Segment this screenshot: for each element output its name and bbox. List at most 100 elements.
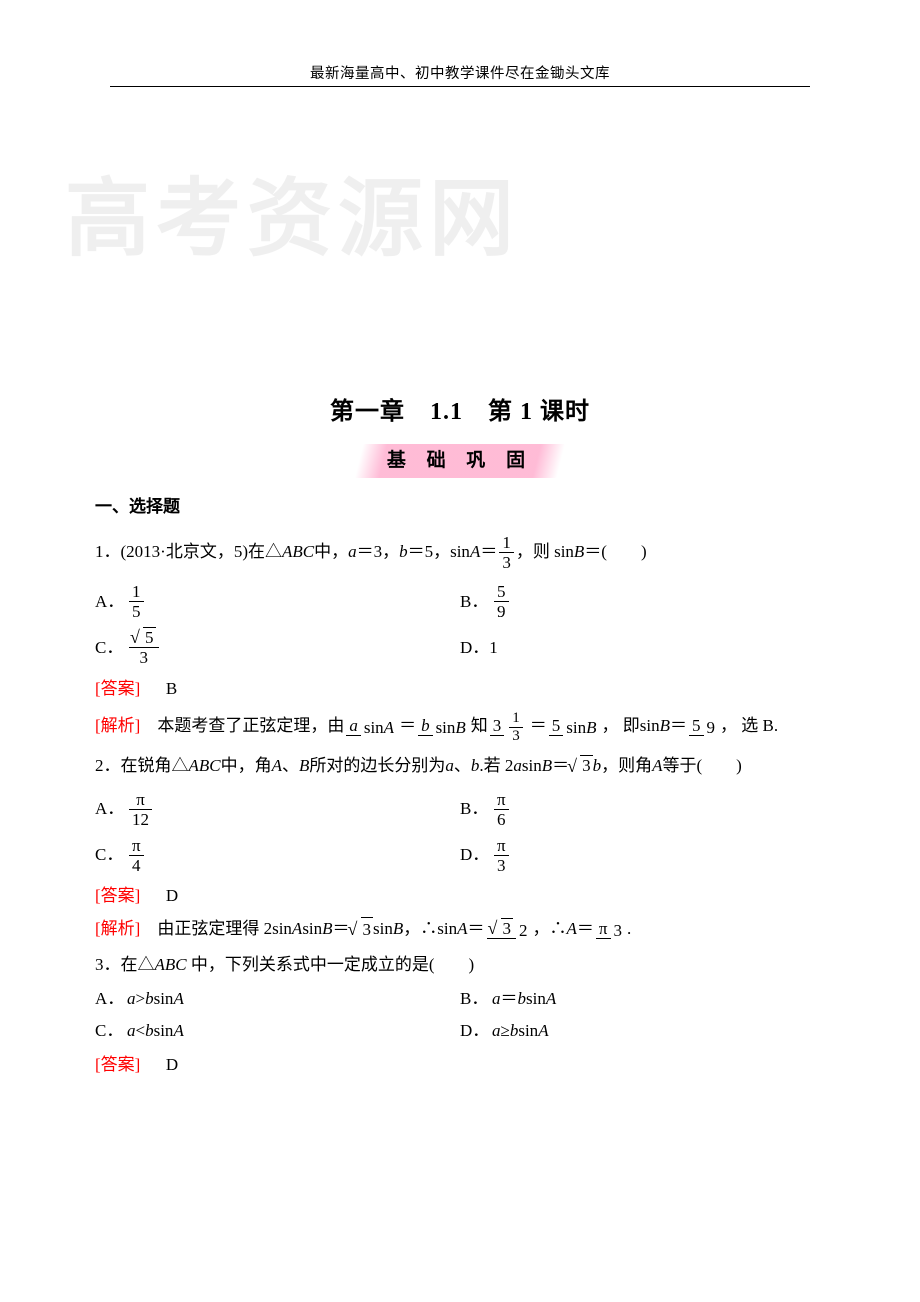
q2-expl-frac1-den: 2 [516,921,531,939]
q1-A: A [470,540,480,565]
q1-opt-b-den: 9 [494,602,509,620]
q2-opt-c-den: 4 [129,856,144,874]
q3-prefix: 3．在△ [95,955,155,974]
q3-opt-c-lt: < [136,1019,146,1044]
q2-expl-t4: . [627,917,631,942]
q1-expl-sinB2: sinB [563,718,599,736]
q2-opt-a-num: π [129,791,152,810]
q2-opt-d-label: D． [460,843,492,868]
q2-mid4: 、 [454,754,471,779]
q1-opt-c-frac: 5 3 [129,629,159,666]
q2-A: A [272,754,282,779]
q1-expl-frac4: 5 sinB [549,717,600,736]
q1-mid1: 中， [314,540,348,565]
q2-tail: 等于( ) [663,754,742,779]
q2-b: b [471,754,480,779]
q2-opt-a-frac: π 12 [129,791,152,828]
q2-expl-t2: ，∴sin [403,917,457,942]
q1-stem: 1．(2013·北京文，5)在△ ABC 中， a ＝3， b ＝5，sin A… [95,534,825,571]
q2-explanation: [解析] 由正弦定理得 2sin A sinB ＝ 3 sinB ，∴sin A… [95,917,825,943]
q1-answer: B [166,679,177,698]
q1-frac-1-3: 1 3 [499,534,514,571]
q2-expl-rad2: 3 [501,918,514,938]
header-rule [110,86,810,87]
q1-opt-a-den: 5 [129,602,144,620]
q2-A2: A [652,754,662,779]
q3-opt-a-a: a [127,987,136,1012]
q2-bb: b [593,754,602,779]
q1-tail: ＝( ) [584,540,646,565]
q2-expl-sqrt1: 3 [350,917,374,943]
explain-label: [解析] [95,917,140,942]
q1-expl-b: b [418,717,433,736]
q2-opt-a: A． π 12 [95,786,460,832]
q1-answer-row: [答案] B [95,677,825,702]
q2-opt-b-frac: π 6 [494,791,509,828]
q2-expl-sinB: sinB [302,917,332,942]
q1-expl-13: 1 3 [504,710,528,744]
q1-expl-nested: 1 3 [509,711,523,744]
q2-expl-A2: A [457,917,467,942]
q3-opt-d-sinA: sinA [518,1019,548,1044]
q2-opt-b-den: 6 [494,810,509,828]
q1-expl-59n: 5 [689,717,704,736]
q3-opt-a-label: A． [95,987,127,1012]
q1-expl-59d: 9 [704,718,719,736]
q1-frac-num: 1 [499,534,514,553]
q3-answer-row: [答案] D [95,1053,825,1078]
content: 第一章 1.1 第 1 课时 基 础 巩 固 一、选择题 1．(2013·北京文… [95,395,825,1084]
q3-options: A． a > b sinA B． a ＝ b sinA C． a < b sin… [95,983,825,1047]
q2-opt-b: B． π 6 [460,786,825,832]
q2-answer: D [166,886,178,905]
q1-a: a [348,540,357,565]
q1-options: A． 1 5 B． 5 9 C． 5 3 [95,579,825,671]
q2-prefix: 2．在锐角△ [95,754,189,779]
q2-a2: a [513,754,522,779]
q3-opt-c-b: b [145,1019,154,1044]
q1-expl-sinA: sinA [361,718,397,736]
q2-opt-b-num: π [494,791,509,810]
q3-opt-b-sinA: sinA [526,987,556,1012]
q1-B: B [574,540,584,565]
q1-expl-frac3: 3 1 3 [490,710,528,744]
q1-prefix: 1．(2013·北京文，5)在△ [95,540,282,565]
q1-expl-eq1: ＝ [399,714,416,739]
q3-answer: D [166,1055,178,1074]
q3-opt-d: D． a ≥ b sinA [460,1015,825,1047]
q2-expl-rad1: 3 [361,917,374,943]
q2-B: B [299,754,309,779]
q1-expl-sinBlhs: sinB [640,714,670,739]
q2-expl-A3: A [567,917,577,942]
q1-expl-n1: 1 [509,711,523,728]
watermark-text: 高考资源网 [65,173,520,267]
q3-opt-b-a: a [492,987,501,1012]
q2-opt-d-num: π [494,837,509,856]
q3-opt-c-label: C． [95,1019,127,1044]
q1-expl-t3: ， 即 [602,714,640,739]
q3-tri: ABC [155,955,187,974]
page-header: 最新海量高中、初中教学课件尽在金锄头文库 [120,62,800,83]
q1-expl-5: 5 [549,717,564,736]
q3-opt-b: B． a ＝ b sinA [460,983,825,1015]
q2-expl-frac1-num: 3 [487,920,517,939]
q1-opt-b-num: 5 [494,583,509,602]
q1-eq1: ＝3， [357,540,400,565]
section-heading: 一、选择题 [95,495,825,520]
q1-expl-sinB: sinB [433,718,469,736]
section-banner: 基 础 巩 固 [359,444,561,478]
q2-opt-d-den: 3 [494,856,509,874]
q2-tri: ABC [189,754,221,779]
q2-stem: 2．在锐角△ ABC 中，角 A 、 B 所对的边长分别为 a 、 b .若 2… [95,754,825,779]
q3-opt-a: A． a > b sinA [95,983,460,1015]
q1-opt-d-label: D．1 [460,636,498,661]
q1-expl-frac5: 5 9 [689,717,718,736]
q1-opt-c: C． 5 3 [95,625,460,671]
watermark: 高考资源网 [65,150,435,320]
q1-opt-b-frac: 5 9 [494,583,509,620]
q2-opt-d-frac: π 3 [494,837,509,874]
page: 最新海量高中、初中教学课件尽在金锄头文库 高考资源网 第一章 1.1 第 1 课… [0,0,920,1302]
q3-opt-d-b: b [510,1019,519,1044]
q3-mid: 中，下列关系式中一定成立的是( ) [187,955,475,974]
q1-opt-d: D．1 [460,625,825,671]
q1-tri: ABC [282,540,314,565]
